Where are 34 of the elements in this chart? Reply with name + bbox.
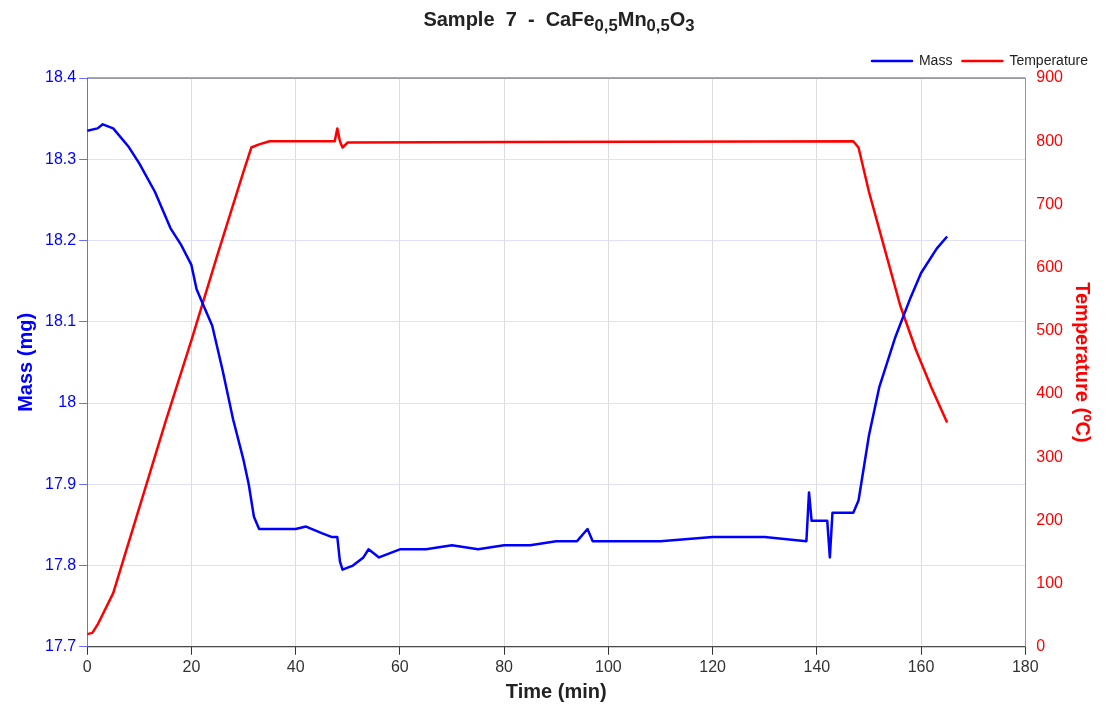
y-tick-label: 18.4 xyxy=(45,68,77,86)
y-tick-label: 18 xyxy=(58,393,77,411)
x-tick-label: 140 xyxy=(803,657,831,675)
chart-title: Sample 7 - CaFe$_{0,5}$Mn$_{0,5}$O$_{3}$ xyxy=(422,8,696,36)
x-axis-title: Time (min) xyxy=(505,679,607,702)
y-axis-title: Mass (mg) xyxy=(13,312,36,412)
y2-tick-label: 900 xyxy=(1036,68,1064,86)
y2-tick-label: 800 xyxy=(1036,131,1064,149)
y-tick-label: 18.3 xyxy=(45,149,77,167)
legend-label: Mass xyxy=(918,51,953,68)
x-tick-label: 60 xyxy=(390,657,409,675)
y2-tick-label: 0 xyxy=(1036,637,1046,655)
y-tick-label: 17.9 xyxy=(45,474,77,492)
y2-tick-label: 400 xyxy=(1036,384,1064,402)
x-tick-label: 40 xyxy=(286,657,305,675)
y2-tick-label: 700 xyxy=(1036,194,1064,212)
y-tick-label: 17.7 xyxy=(45,637,77,655)
x-tick-label: 120 xyxy=(699,657,727,675)
x-tick-label: 80 xyxy=(495,657,514,675)
y2-tick-label: 600 xyxy=(1036,258,1064,276)
y-tick-label: 18.1 xyxy=(45,312,77,330)
x-tick-label: 180 xyxy=(1011,657,1039,675)
y2-axis-title: Temperature (ºC) xyxy=(1072,282,1095,443)
x-tick-label: 160 xyxy=(907,657,935,675)
x-tick-label: 20 xyxy=(182,657,201,675)
x-tick-label: 0 xyxy=(82,657,92,675)
y2-tick-label: 500 xyxy=(1036,321,1064,339)
y-tick-label: 18.2 xyxy=(45,230,77,248)
legend-label: Temperature xyxy=(1009,51,1089,68)
y2-tick-label: 100 xyxy=(1036,574,1064,592)
x-tick-label: 100 xyxy=(594,657,622,675)
y2-tick-label: 300 xyxy=(1036,447,1064,465)
y2-tick-label: 200 xyxy=(1036,510,1064,528)
y-tick-label: 17.8 xyxy=(45,555,77,573)
